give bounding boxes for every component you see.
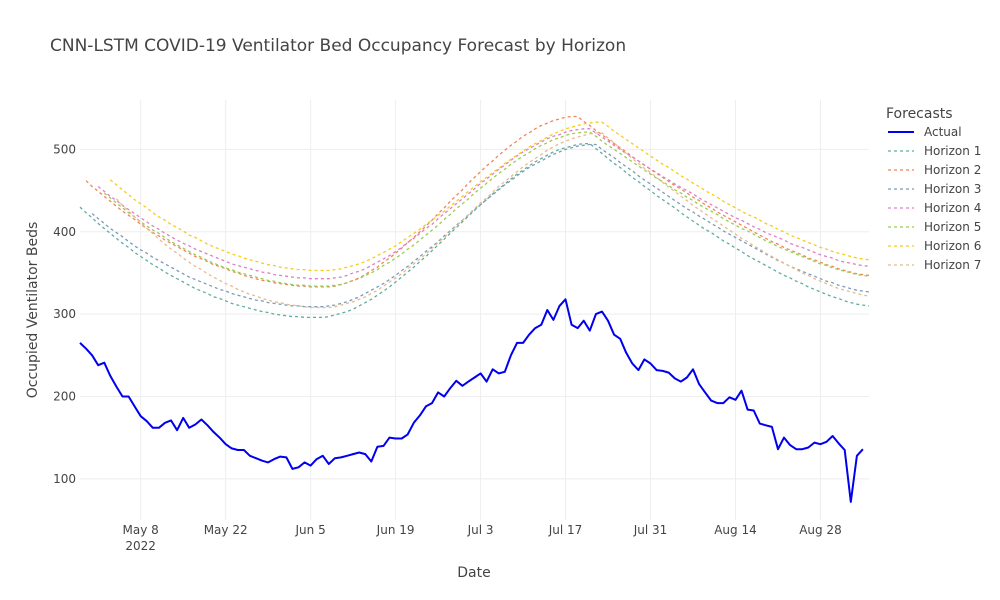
series-line-horizon-2 <box>85 115 870 288</box>
x-tick-label: Jun 5 <box>295 523 326 537</box>
series-line-horizon-5 <box>103 131 870 287</box>
x-tick-label: May 22 <box>204 523 248 537</box>
series-line-horizon-4 <box>97 128 870 280</box>
legend-label: Horizon 4 <box>924 201 981 215</box>
legend-label: Horizon 6 <box>924 239 981 253</box>
x-axis-title: Date <box>457 565 490 581</box>
y-tick-label: 500 <box>53 142 76 156</box>
x-tick-label: Aug 14 <box>714 523 757 537</box>
series-line-horizon-7 <box>115 132 870 309</box>
legend-label: Horizon 5 <box>924 220 981 234</box>
y-axis-ticks: 100 200 300 400 500 <box>53 142 76 485</box>
plot-area <box>79 115 870 503</box>
x-tick-label: Jul 17 <box>548 523 583 537</box>
legend: Forecasts Actual Horizon 1 Horizon 2 Horizo… <box>886 106 981 272</box>
series-line-actual <box>79 298 864 503</box>
legend-label: Horizon 7 <box>924 258 981 272</box>
series-line-horizon-1 <box>79 142 870 319</box>
y-tick-label: 200 <box>53 389 76 403</box>
x-tick-sublabel: 2022 <box>125 539 156 553</box>
y-gridlines <box>80 148 869 480</box>
series-line-horizon-6 <box>109 121 870 272</box>
x-tick-label: May 8 <box>123 523 159 537</box>
series-line-horizon-3 <box>91 143 870 308</box>
x-tick-label: Jun 19 <box>376 523 415 537</box>
y-tick-label: 400 <box>53 225 76 239</box>
x-axis-ticks: May 8 2022 May 22 Jun 5 Jun 19 Jul 3 Jul 17 Jul… <box>123 523 842 553</box>
x-tick-label: Jul 3 <box>467 523 494 537</box>
legend-label: Horizon 2 <box>924 163 981 177</box>
x-tick-label: Jul 31 <box>633 523 668 537</box>
chart-title: CNN-LSTM COVID-19 Ventilator Bed Occupan… <box>50 36 626 56</box>
legend-label: Horizon 3 <box>924 182 981 196</box>
y-tick-label: 100 <box>53 472 76 486</box>
legend-label: Horizon 1 <box>924 144 981 158</box>
legend-title: Forecasts <box>886 106 953 122</box>
y-tick-label: 300 <box>53 307 76 321</box>
legend-label: Actual <box>924 125 962 139</box>
x-tick-label: Aug 28 <box>799 523 842 537</box>
y-axis-title: Occupied Ventilator Beds <box>25 222 41 399</box>
x-gridlines <box>140 100 821 520</box>
